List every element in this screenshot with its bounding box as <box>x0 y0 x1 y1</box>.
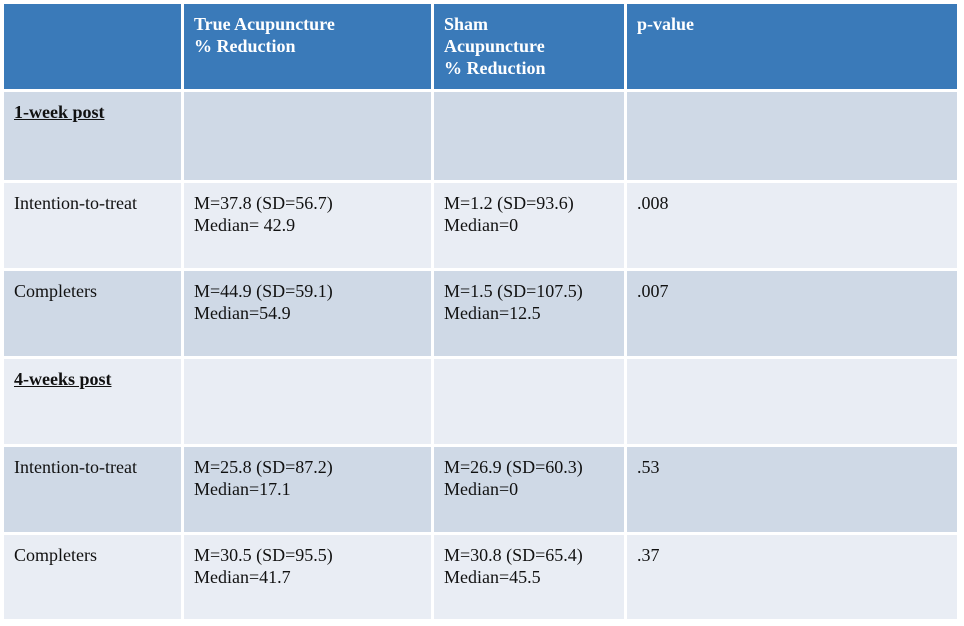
cell-text: % Reduction <box>444 58 546 78</box>
cell-text: M=1.2 (SD=93.6) <box>444 193 574 213</box>
cell-text: Median=0 <box>444 479 519 499</box>
data-cell: M=1.2 (SD=93.6) Median=0 <box>434 183 624 268</box>
header-cell: True Acupuncture% Reduction <box>184 4 431 89</box>
section-cell <box>434 359 624 444</box>
data-cell: M=37.8 (SD=56.7) Median= 42.9 <box>184 183 431 268</box>
data-cell: M=25.8 (SD=87.2) Median=17.1 <box>184 447 431 532</box>
header-cell: p-value <box>627 4 957 89</box>
cell-text: M=37.8 (SD=56.7) <box>194 193 333 213</box>
cell-text: Median=0 <box>444 215 519 235</box>
cell-text: True Acupuncture <box>194 14 335 34</box>
data-cell: M=1.5 (SD=107.5) Median=12.5 <box>434 271 624 356</box>
cell-text: Acupuncture <box>444 36 545 56</box>
data-cell: Completers <box>4 271 181 356</box>
data-cell: .008 <box>627 183 957 268</box>
cell-text: Median=45.5 <box>444 567 541 587</box>
cell-text: p-value <box>637 14 695 34</box>
cell-text: Median=12.5 <box>444 303 541 323</box>
data-cell: .37 <box>627 535 957 619</box>
header-cell: Sham Acupuncture% Reduction <box>434 4 624 89</box>
data-cell: M=30.8 (SD=65.4) Median=45.5 <box>434 535 624 619</box>
section-cell <box>627 92 957 180</box>
data-cell: M=30.5 (SD=95.5) Median=41.7 <box>184 535 431 619</box>
section-label: 1-week post <box>14 102 105 122</box>
cell-text: Intention-to-treat <box>14 457 137 477</box>
data-cell: .007 <box>627 271 957 356</box>
data-cell: M=44.9 (SD=59.1) Median=54.9 <box>184 271 431 356</box>
cell-text: Median=54.9 <box>194 303 291 323</box>
data-cell: M=26.9 (SD=60.3) Median=0 <box>434 447 624 532</box>
section-cell: 4-weeks post <box>4 359 181 444</box>
section-cell <box>184 92 431 180</box>
cell-text: Intention-to-treat <box>14 193 137 213</box>
cell-text: M=44.9 (SD=59.1) <box>194 281 333 301</box>
cell-text: Median=41.7 <box>194 567 291 587</box>
data-cell: Completers <box>4 535 181 619</box>
section-cell <box>434 92 624 180</box>
data-cell: Intention-to-treat <box>4 183 181 268</box>
cell-text: M=25.8 (SD=87.2) <box>194 457 333 477</box>
data-cell: .53 <box>627 447 957 532</box>
data-cell: Intention-to-treat <box>4 447 181 532</box>
cell-text: .37 <box>637 545 660 565</box>
cell-text: .007 <box>637 281 669 301</box>
cell-text: .53 <box>637 457 660 477</box>
cell-text: Completers <box>14 545 97 565</box>
cell-text: Median=17.1 <box>194 479 291 499</box>
cell-text: M=30.8 (SD=65.4) <box>444 545 583 565</box>
cell-text: % Reduction <box>194 36 296 56</box>
section-cell: 1-week post <box>4 92 181 180</box>
section-label: 4-weeks post <box>14 369 112 389</box>
cell-text: Median= 42.9 <box>194 215 296 235</box>
cell-text: M=1.5 (SD=107.5) <box>444 281 583 301</box>
cell-text: .008 <box>637 193 669 213</box>
cell-text: M=30.5 (SD=95.5) <box>194 545 333 565</box>
cell-text: M=26.9 (SD=60.3) <box>444 457 583 477</box>
cell-text: Sham <box>444 14 489 34</box>
header-cell <box>4 4 181 89</box>
section-cell <box>627 359 957 444</box>
section-cell <box>184 359 431 444</box>
cell-text: Completers <box>14 281 97 301</box>
